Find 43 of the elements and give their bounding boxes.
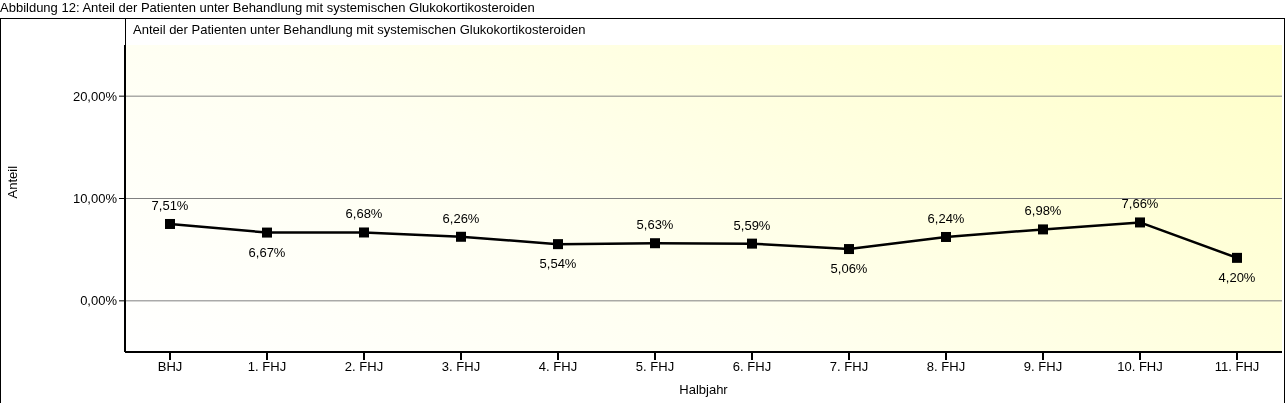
x-axis-title: Halbjahr <box>679 382 729 397</box>
point <box>165 218 175 229</box>
data-label: 6,26% <box>442 210 480 226</box>
x-tick-label: 10. FHJ <box>1117 359 1163 375</box>
x-tick-label: 2. FHJ <box>344 359 384 375</box>
x-tick-label: 5. FHJ <box>635 359 675 375</box>
point <box>1232 252 1242 263</box>
data-label: 6,67% <box>248 244 286 260</box>
point <box>359 227 369 238</box>
x-tick-label: 9. FHJ <box>1023 359 1063 375</box>
point <box>1038 224 1048 235</box>
point <box>844 244 854 255</box>
data-label: 6,98% <box>1024 203 1062 219</box>
x-tick-label: BHJ <box>157 359 183 375</box>
x-tick-label: 11. FHJ <box>1214 359 1260 375</box>
data-label: 7,51% <box>151 197 189 213</box>
chart-title: Abbildung 12: Anteil der Patienten unter Behandlung mit systemischen Glukokortikosteroiden <box>0 0 535 16</box>
point <box>650 238 660 249</box>
point <box>456 231 466 242</box>
data-label: 6,68% <box>345 206 383 222</box>
data-label: 5,63% <box>636 217 674 233</box>
data-label: 5,06% <box>830 261 868 277</box>
y-axis-title: Anteil <box>4 165 20 199</box>
point <box>941 231 951 242</box>
x-tick-label: 6. FHJ <box>732 359 772 375</box>
data-label: 6,24% <box>927 210 965 226</box>
x-tick-label: 7. FHJ <box>829 359 869 375</box>
data-label: 5,54% <box>539 256 577 272</box>
chart-subtitle: Anteil der Patienten unter Behandlung mit systemischen Glukokortikosteroiden <box>133 22 586 37</box>
data-label: 5,59% <box>733 217 771 233</box>
x-tick-label: 4. FHJ <box>538 359 578 375</box>
data-label: 4,20% <box>1218 269 1256 285</box>
point <box>747 238 757 249</box>
point <box>553 239 563 250</box>
data-label: 7,66% <box>1121 196 1159 212</box>
x-tick-label: 8. FHJ <box>926 359 966 375</box>
x-tick-label: 1. FHJ <box>247 359 287 375</box>
x-tick-label: 3. FHJ <box>441 359 481 375</box>
y-tick-label: 10,00% <box>72 191 118 207</box>
point <box>1135 217 1145 228</box>
y-tick-label: 0,00% <box>80 293 118 309</box>
point <box>262 227 272 238</box>
y-tick-label: 20,00% <box>72 88 118 104</box>
